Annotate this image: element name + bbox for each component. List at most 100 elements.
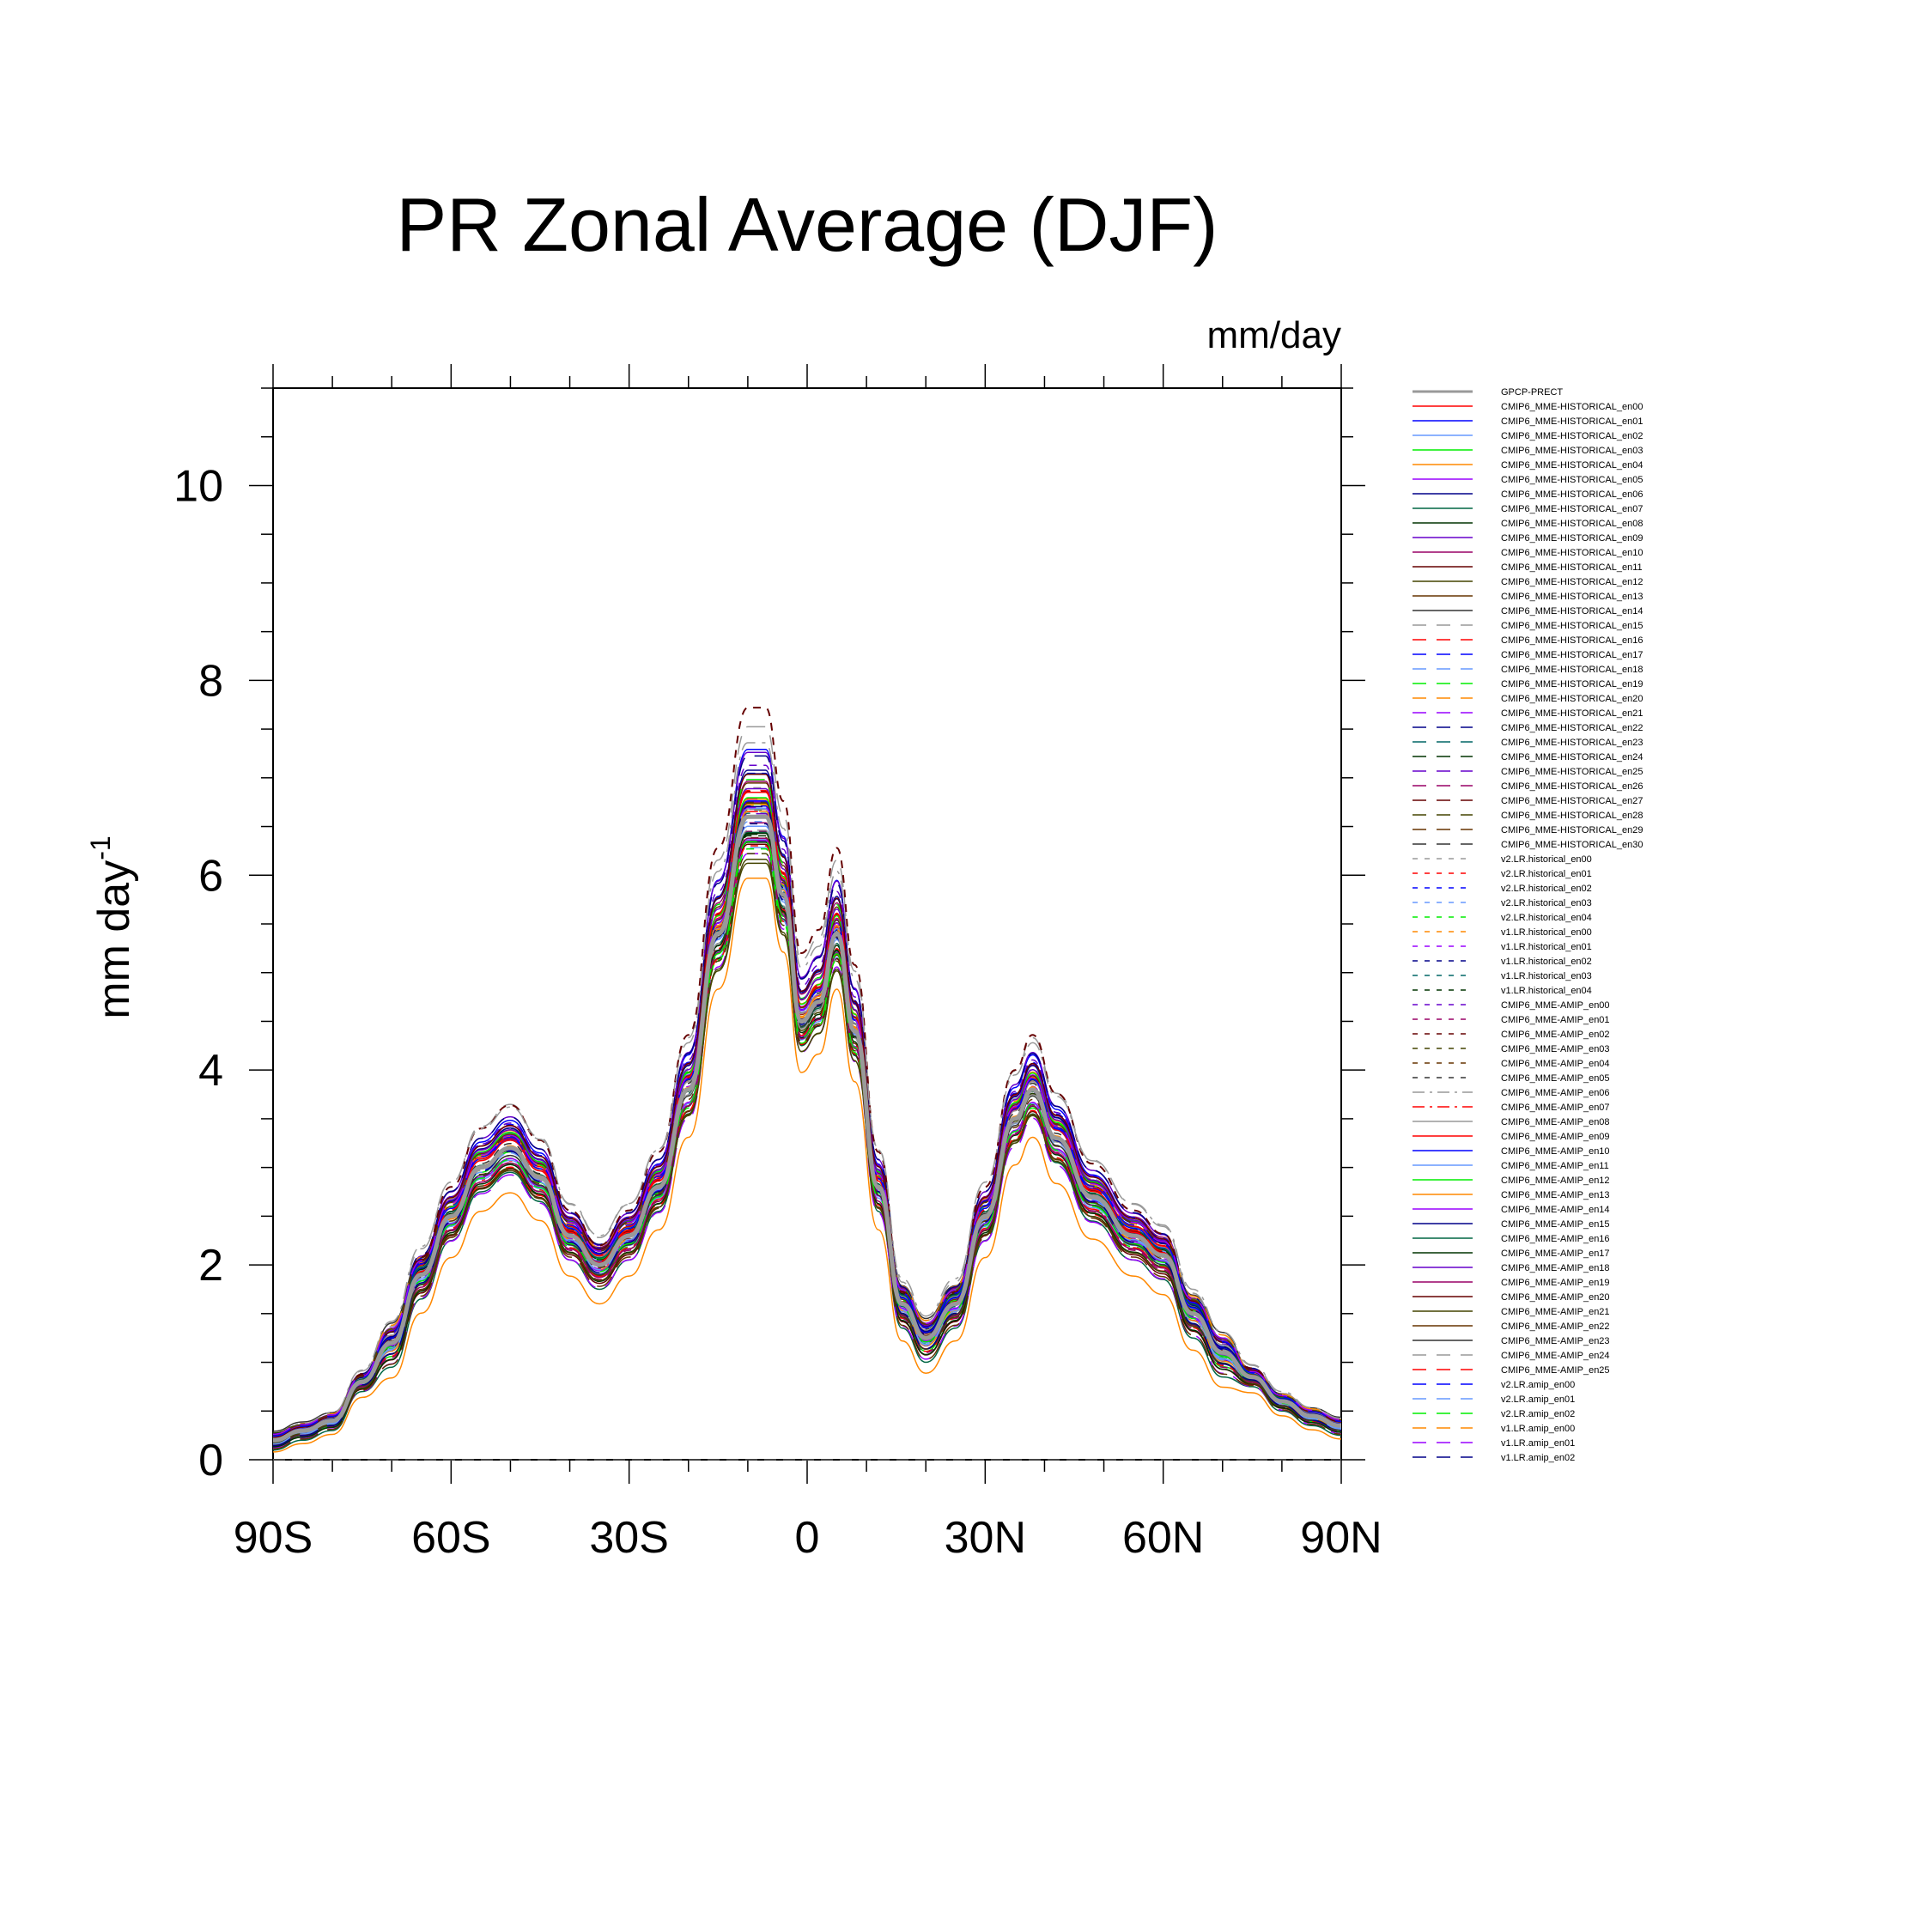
series-line: [273, 790, 1341, 1443]
legend-label: CMIP6_MME-AMIP_en05: [1501, 1073, 1610, 1084]
legend-label: CMIP6_MME-AMIP_en17: [1501, 1249, 1610, 1259]
legend-label: CMIP6_MME-HISTORICAL_en15: [1501, 621, 1643, 631]
x-tick-label: 90S: [234, 1513, 313, 1563]
series-line: [273, 797, 1341, 1436]
legend-label: CMIP6_MME-AMIP_en13: [1501, 1190, 1610, 1200]
legend-label: CMIP6_MME-AMIP_en12: [1501, 1176, 1610, 1186]
series-line: [273, 801, 1341, 1436]
series-line: [273, 798, 1341, 1439]
series-line: [273, 836, 1341, 1440]
series-line: [273, 845, 1341, 1446]
series-line: [273, 707, 1341, 1445]
legend-label: CMIP6_MME-AMIP_en20: [1501, 1292, 1610, 1303]
series-line: [273, 811, 1341, 1442]
y-tick-label: 6: [198, 851, 223, 901]
series-line: [273, 877, 1341, 1453]
legend-label: CMIP6_MME-HISTORICAL_en02: [1501, 431, 1643, 441]
series-line: [273, 816, 1341, 1442]
legend-label: CMIP6_MME-HISTORICAL_en21: [1501, 708, 1643, 719]
legend-label: v2.LR.historical_en01: [1501, 869, 1592, 879]
series-line: [273, 764, 1341, 1440]
series-line: [273, 831, 1341, 1436]
legend-label: CMIP6_MME-AMIP_en10: [1501, 1146, 1610, 1157]
legend-label: CMIP6_MME-AMIP_en18: [1501, 1263, 1610, 1273]
x-tick-label: 60S: [411, 1513, 491, 1563]
series-line: [273, 807, 1341, 1445]
series-line: [273, 814, 1341, 1443]
series-line: [273, 833, 1341, 1437]
series-line: [273, 769, 1341, 1442]
y-axis-label: mm day-1: [85, 835, 139, 1018]
legend-label: CMIP6_MME-AMIP_en14: [1501, 1205, 1610, 1215]
series-line: [273, 830, 1341, 1447]
series-line: [273, 840, 1341, 1442]
legend-label: CMIP6_MME-HISTORICAL_en11: [1501, 562, 1643, 573]
legend-label: v1.LR.historical_en03: [1501, 971, 1592, 981]
series-line: [273, 808, 1341, 1445]
series-line: [273, 841, 1341, 1442]
legend-label: CMIP6_MME-AMIP_en09: [1501, 1132, 1610, 1142]
legend-label: CMIP6_MME-HISTORICAL_en22: [1501, 723, 1643, 733]
legend-label: CMIP6_MME-AMIP_en07: [1501, 1103, 1610, 1113]
legend-label: v1.LR.historical_en00: [1501, 927, 1592, 938]
series-line: [273, 832, 1341, 1448]
series-line: [273, 802, 1341, 1436]
y-axis-label-text: mm day: [89, 860, 139, 1019]
series-line: [273, 803, 1341, 1449]
legend-label: CMIP6_MME-HISTORICAL_en28: [1501, 811, 1643, 821]
legend-label: GPCP-PRECT: [1501, 387, 1563, 398]
legend-label: CMIP6_MME-AMIP_en08: [1501, 1117, 1610, 1127]
legend-label: CMIP6_MME-HISTORICAL_en19: [1501, 679, 1643, 690]
legend-label: CMIP6_MME-AMIP_en24: [1501, 1351, 1610, 1361]
series-lines: [273, 707, 1341, 1453]
legend-label: v1.LR.amip_en01: [1501, 1438, 1575, 1449]
series-line: [273, 853, 1341, 1437]
legend-label: CMIP6_MME-AMIP_en25: [1501, 1365, 1610, 1376]
legend-label: v2.LR.amip_en02: [1501, 1409, 1575, 1419]
legend-label: CMIP6_MME-HISTORICAL_en20: [1501, 694, 1643, 704]
chart-title: PR Zonal Average (DJF): [397, 182, 1218, 267]
legend-label: CMIP6_MME-AMIP_en01: [1501, 1015, 1610, 1025]
y-tick-label: 0: [198, 1436, 223, 1485]
legend-label: CMIP6_MME-HISTORICAL_en26: [1501, 781, 1643, 792]
legend-label: CMIP6_MME-AMIP_en04: [1501, 1059, 1610, 1069]
series-line: [273, 812, 1341, 1445]
legend-label: CMIP6_MME-HISTORICAL_en08: [1501, 519, 1643, 529]
legend-label: CMIP6_MME-HISTORICAL_en17: [1501, 650, 1643, 660]
series-line: [273, 755, 1341, 1438]
series-line: [273, 839, 1341, 1434]
series-line: [273, 787, 1341, 1437]
y-axis-label-superscript: -1: [85, 835, 116, 860]
series-line: [273, 805, 1341, 1447]
legend-label: v2.LR.amip_en00: [1501, 1380, 1575, 1390]
legend-label: v1.LR.amip_en02: [1501, 1453, 1575, 1463]
series-line: [273, 812, 1341, 1443]
series-line: [273, 808, 1341, 1438]
legend-label: CMIP6_MME-AMIP_en03: [1501, 1044, 1610, 1054]
plot-area: 0 2 4 6 8 10 90S 60S 30S 0 30N 60N 90N: [173, 364, 1382, 1563]
x-tick-label: 30N: [945, 1513, 1026, 1563]
legend-label: CMIP6_MME-HISTORICAL_en06: [1501, 489, 1643, 500]
legend-label: CMIP6_MME-AMIP_en11: [1501, 1161, 1609, 1171]
legend-label: CMIP6_MME-HISTORICAL_en09: [1501, 533, 1643, 544]
series-line: [273, 843, 1341, 1448]
legend-label: CMIP6_MME-HISTORICAL_en25: [1501, 767, 1643, 777]
series-line: [273, 773, 1341, 1438]
series-line: [273, 781, 1341, 1437]
y-tick-label: 8: [198, 656, 223, 706]
legend-label: CMIP6_MME-HISTORICAL_en05: [1501, 475, 1643, 485]
legend-label: CMIP6_MME-HISTORICAL_en16: [1501, 635, 1643, 646]
series-line: [273, 832, 1341, 1445]
legend-label: CMIP6_MME-HISTORICAL_en27: [1501, 796, 1643, 806]
legend-label: CMIP6_MME-HISTORICAL_en29: [1501, 825, 1643, 835]
y-tick-label: 10: [173, 461, 223, 511]
legend-label: v1.LR.historical_en04: [1501, 986, 1592, 996]
series-line: [273, 817, 1341, 1446]
legend-label: CMIP6_MME-HISTORICAL_en01: [1501, 416, 1643, 427]
legend-label: CMIP6_MME-AMIP_en19: [1501, 1278, 1610, 1288]
legend-label: CMIP6_MME-HISTORICAL_en12: [1501, 577, 1643, 587]
legend-label: CMIP6_MME-HISTORICAL_en30: [1501, 840, 1643, 850]
series-line: [273, 800, 1341, 1440]
legend-label: v2.LR.amip_en01: [1501, 1394, 1575, 1405]
